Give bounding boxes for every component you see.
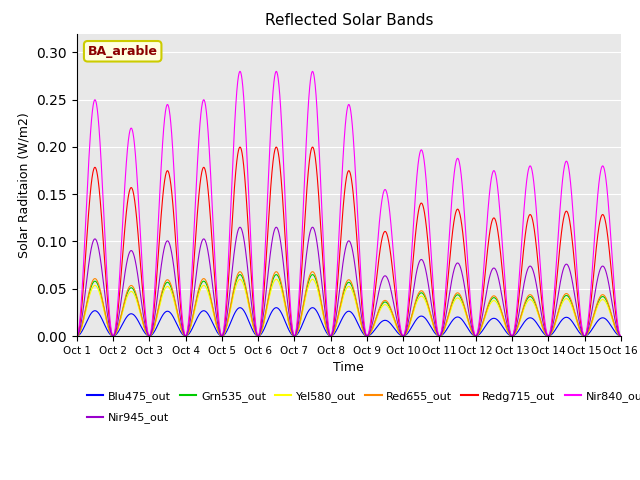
Y-axis label: Solar Raditaion (W/m2): Solar Raditaion (W/m2) xyxy=(18,112,31,258)
Title: Reflected Solar Bands: Reflected Solar Bands xyxy=(264,13,433,28)
Text: BA_arable: BA_arable xyxy=(88,45,157,58)
Legend: Nir945_out: Nir945_out xyxy=(83,408,173,428)
X-axis label: Time: Time xyxy=(333,361,364,374)
